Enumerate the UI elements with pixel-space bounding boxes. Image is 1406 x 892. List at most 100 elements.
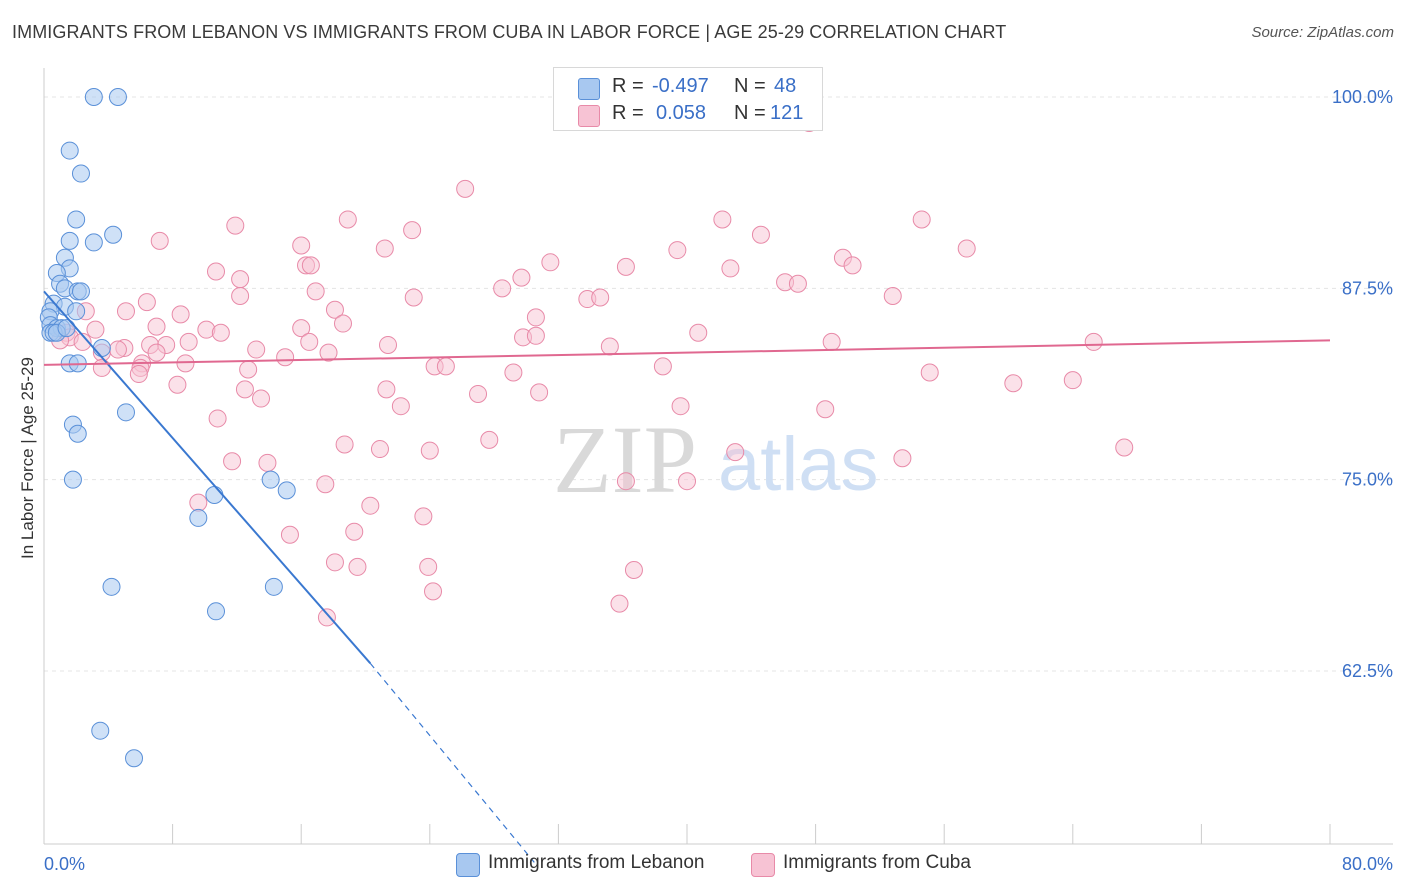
cuba-point	[333, 314, 352, 333]
cuba-point	[92, 358, 111, 377]
cuba-point	[319, 343, 338, 362]
y-tick-label: 75.0%	[1342, 470, 1393, 490]
cuba-trend-line	[43, 339, 1331, 366]
cuba-point	[816, 400, 835, 419]
y-tick-label: 62.5%	[1342, 661, 1393, 681]
cuba-point	[404, 288, 423, 307]
lebanon-point	[104, 225, 123, 244]
cuba-point	[530, 383, 549, 402]
cuba-point	[403, 221, 422, 240]
cuba-point	[616, 472, 635, 491]
cuba-point	[223, 452, 242, 471]
cuba-point	[424, 582, 443, 601]
cuba-point	[689, 323, 708, 342]
cuba-point	[276, 348, 295, 367]
cuba-point	[1084, 332, 1103, 351]
cuba-points	[51, 114, 1134, 627]
cuba-point	[335, 435, 354, 454]
cuba-point	[176, 354, 195, 373]
cuba-point	[1004, 374, 1023, 393]
cuba-point	[883, 286, 902, 305]
cuba-point	[129, 365, 148, 384]
cuba-point	[624, 560, 643, 579]
cuba-point	[301, 256, 320, 275]
legend-r-label: R =	[612, 102, 644, 124]
cuba-point	[317, 608, 336, 627]
bottom-legend-label: Immigrants from Cuba	[783, 852, 971, 873]
legend-r-value: 0.058	[656, 102, 707, 124]
legend-n-value: 48	[774, 75, 797, 97]
cuba-point	[668, 241, 687, 260]
watermark-zip: ZIP	[553, 406, 697, 513]
lebanon-point	[116, 403, 135, 422]
lebanon-trend-extension	[369, 662, 535, 863]
cuba-point	[306, 282, 325, 301]
lebanon-swatch	[578, 78, 600, 100]
axes	[43, 68, 1393, 845]
lebanon-point	[261, 470, 280, 489]
cuba-point	[678, 472, 696, 491]
legend-n-value: 121	[770, 102, 804, 124]
cuba-point	[252, 389, 271, 408]
cuba-point	[239, 360, 258, 379]
lebanon-point	[63, 470, 82, 489]
cuba-point	[414, 507, 433, 526]
lebanon-point	[264, 577, 283, 596]
cuba-point	[1063, 371, 1082, 390]
cuba-point	[292, 319, 311, 338]
lebanon-point	[92, 339, 111, 358]
source-credit: Source: ZipAtlas.com	[1251, 24, 1394, 41]
cuba-point	[822, 332, 841, 351]
cuba-point	[713, 210, 732, 229]
lebanon-point	[108, 88, 127, 106]
trend-lines	[43, 290, 1331, 863]
cuba-point	[419, 557, 438, 576]
correlation-legend: R = -0.497 N = 48 R = 0.058 N = 121	[553, 67, 823, 131]
cuba-point	[86, 320, 105, 339]
cuba-point	[370, 440, 389, 459]
cuba-swatch	[751, 853, 775, 877]
cuba-point	[150, 231, 169, 250]
cuba-point	[912, 210, 931, 229]
cuba-point	[726, 443, 745, 462]
cuba-point	[338, 210, 357, 229]
cuba-point	[108, 340, 127, 359]
lebanon-swatch	[456, 853, 480, 877]
cuba-point	[526, 326, 545, 345]
cuba-point	[208, 409, 227, 428]
y-axis-label: In Labor Force | Age 25-29	[18, 357, 37, 559]
lebanon-point	[57, 319, 76, 338]
lebanon-point	[277, 481, 296, 500]
cuba-point	[504, 363, 523, 382]
lebanon-point	[125, 749, 144, 768]
legend-n-label: N =	[734, 102, 766, 124]
cuba-point	[116, 302, 135, 321]
lebanon-point	[67, 302, 86, 321]
cuba-point	[512, 268, 531, 287]
lebanon-points	[39, 88, 296, 768]
lebanon-point	[71, 282, 90, 301]
lebanon-point	[71, 164, 90, 183]
cuba-point	[375, 239, 394, 258]
cuba-point	[600, 337, 619, 356]
legend-r-label: R =	[612, 75, 644, 97]
cuba-point	[226, 216, 245, 235]
cuba-point	[147, 343, 166, 362]
lebanon-point	[91, 721, 110, 740]
cuba-point	[316, 475, 335, 494]
cuba-point	[189, 493, 208, 512]
cuba-point	[292, 236, 311, 255]
cuba-point	[379, 335, 398, 354]
x-tick-label: 80.0%	[1342, 854, 1393, 874]
cuba-point	[73, 332, 92, 351]
cuba-point	[325, 553, 344, 572]
cuba-point	[348, 557, 367, 576]
chart-title: IMMIGRANTS FROM LEBANON VS IMMIGRANTS FR…	[12, 22, 1007, 42]
lebanon-point	[67, 210, 86, 229]
cuba-point	[721, 259, 740, 278]
lebanon-point	[60, 141, 79, 160]
cuba-point	[469, 384, 488, 403]
cuba-point	[207, 262, 226, 281]
bottom-legend-label: Immigrants from Lebanon	[488, 852, 705, 873]
lebanon-point	[205, 485, 224, 504]
